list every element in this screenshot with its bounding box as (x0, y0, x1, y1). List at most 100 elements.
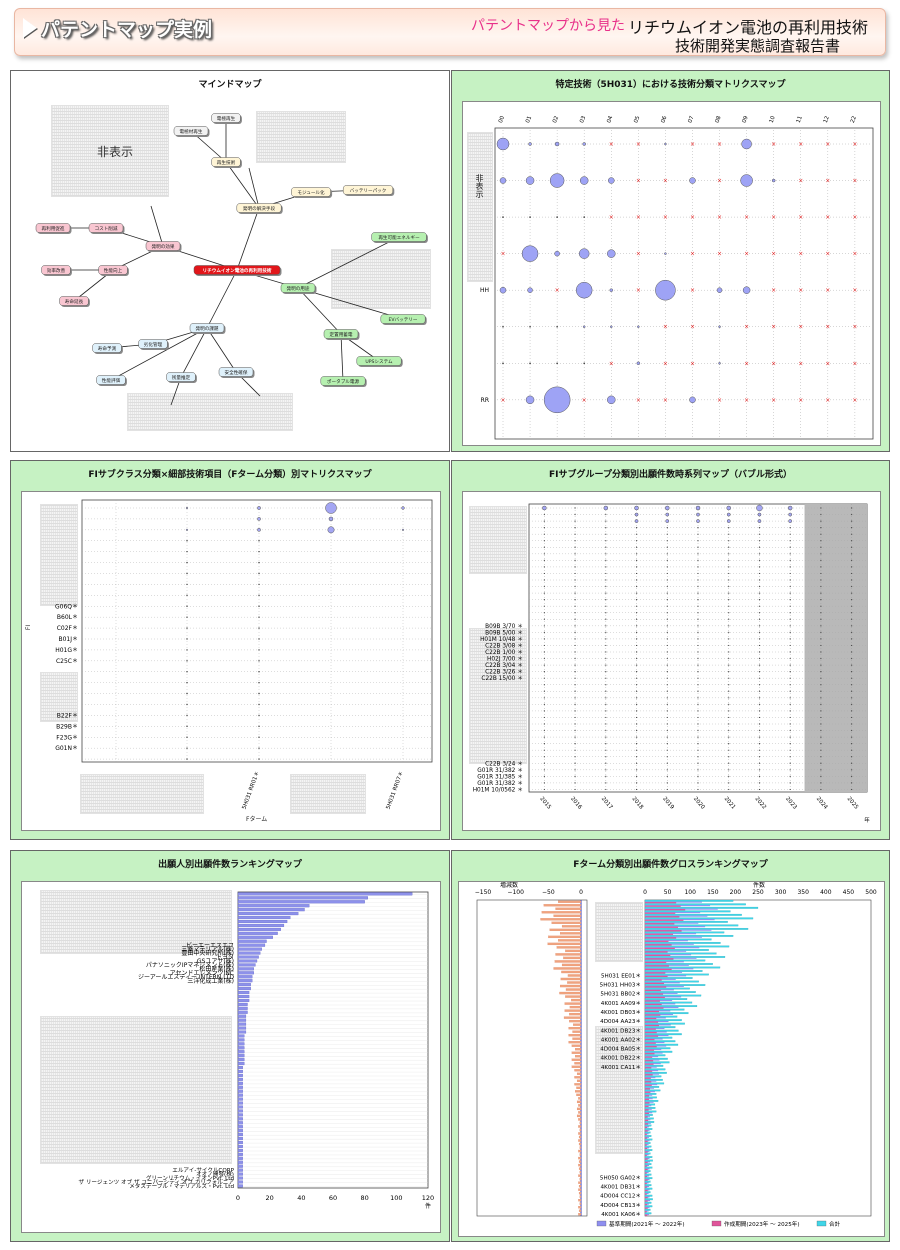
x-tick-label: 40 (297, 1194, 305, 1202)
bar-total (644, 1029, 679, 1032)
empty-mark: × (663, 324, 668, 331)
dot (543, 618, 545, 620)
dot (666, 788, 668, 791)
empty-mark: × (798, 214, 803, 221)
bar (237, 1030, 247, 1034)
bar-base (645, 943, 694, 945)
year-label: 2024 (815, 796, 829, 811)
bar-delta (568, 1027, 582, 1030)
dot (851, 553, 853, 555)
bar (237, 1093, 243, 1097)
dot (574, 736, 576, 738)
dot (574, 585, 576, 588)
panel-fi-timeseries-title: FIサブグループ分類別出願件数時系列マップ（バブル形式） (549, 470, 792, 480)
empty-mark: × (771, 360, 776, 367)
year-label: 2025 (846, 796, 860, 811)
dot (666, 657, 668, 660)
dot (666, 572, 668, 575)
bubble (634, 512, 639, 517)
bar-delta (578, 1188, 582, 1191)
dot (697, 710, 699, 712)
dot (605, 756, 607, 758)
bar-made (645, 954, 671, 957)
empty-mark: × (663, 178, 668, 185)
bar (237, 1042, 245, 1046)
bar-made (645, 916, 680, 918)
dot (697, 671, 699, 673)
empty-mark: × (852, 397, 857, 404)
dot (635, 527, 638, 529)
bubble (655, 279, 676, 301)
dot (556, 362, 558, 365)
dot (728, 638, 730, 640)
bar-made (645, 982, 664, 985)
dot (851, 671, 853, 673)
dot (186, 703, 188, 706)
dot (851, 743, 853, 745)
dot (635, 572, 638, 575)
dot (666, 684, 668, 686)
bar (237, 959, 258, 963)
bar-delta (547, 942, 582, 946)
dot (666, 533, 668, 535)
bar (237, 1164, 243, 1168)
mindmap-node-label: 発明の用途 (287, 285, 310, 292)
bar-delta (549, 928, 582, 931)
dot (789, 631, 791, 633)
dot (697, 684, 699, 686)
column-label: 06 (660, 115, 668, 124)
bar-delta (559, 984, 582, 988)
bar-base (645, 1185, 650, 1188)
dot (851, 599, 853, 601)
empty-mark: × (690, 324, 695, 331)
badge-title: パテントマップ実例 (41, 18, 213, 41)
bar-made (645, 1158, 648, 1160)
mindmap-node (35, 223, 71, 233)
row-label: 4K001 AA02＊ (601, 1036, 641, 1043)
empty-mark: × (798, 141, 803, 148)
dot (851, 749, 853, 751)
dot (605, 605, 607, 607)
dot (543, 625, 545, 627)
dot (789, 585, 791, 588)
dot (605, 657, 607, 660)
bar-delta (578, 1209, 582, 1212)
right-tick-label: 450 (843, 889, 855, 896)
bar-made (645, 1028, 656, 1030)
bar-made (645, 1046, 657, 1048)
right-tick-label: 500 (865, 889, 877, 896)
bar (237, 1144, 243, 1148)
bar (237, 1002, 248, 1006)
dot (574, 559, 576, 561)
dot (543, 579, 545, 581)
header-title-line2: 技術開発実態調査報告書 (675, 37, 841, 55)
bar (237, 1180, 243, 1184)
empty-mark: × (798, 324, 803, 331)
dot (605, 540, 607, 542)
bar-made (645, 909, 686, 911)
dot (258, 605, 260, 607)
dot (258, 714, 260, 717)
bar-delta (553, 967, 582, 970)
bar-made (645, 1000, 660, 1002)
dot (758, 553, 761, 555)
bubble (664, 252, 667, 255)
bar-base (645, 954, 692, 956)
dot (605, 749, 607, 751)
dot (820, 657, 822, 660)
bubble (718, 362, 721, 365)
bar (237, 1140, 243, 1145)
bubble (521, 245, 539, 262)
dot (758, 762, 761, 764)
dot (574, 710, 576, 712)
left-tick-label: −50 (542, 889, 555, 896)
bubble (664, 142, 667, 146)
dot (605, 533, 607, 535)
bar (237, 1117, 243, 1121)
bubble (327, 526, 335, 534)
bar-base (645, 1115, 650, 1117)
row-label: 5H031 EE01＊ (601, 972, 641, 979)
applicant-label: 三菱マテリアル(株) (181, 945, 234, 953)
dot (666, 671, 668, 673)
bar-made (645, 1154, 647, 1157)
